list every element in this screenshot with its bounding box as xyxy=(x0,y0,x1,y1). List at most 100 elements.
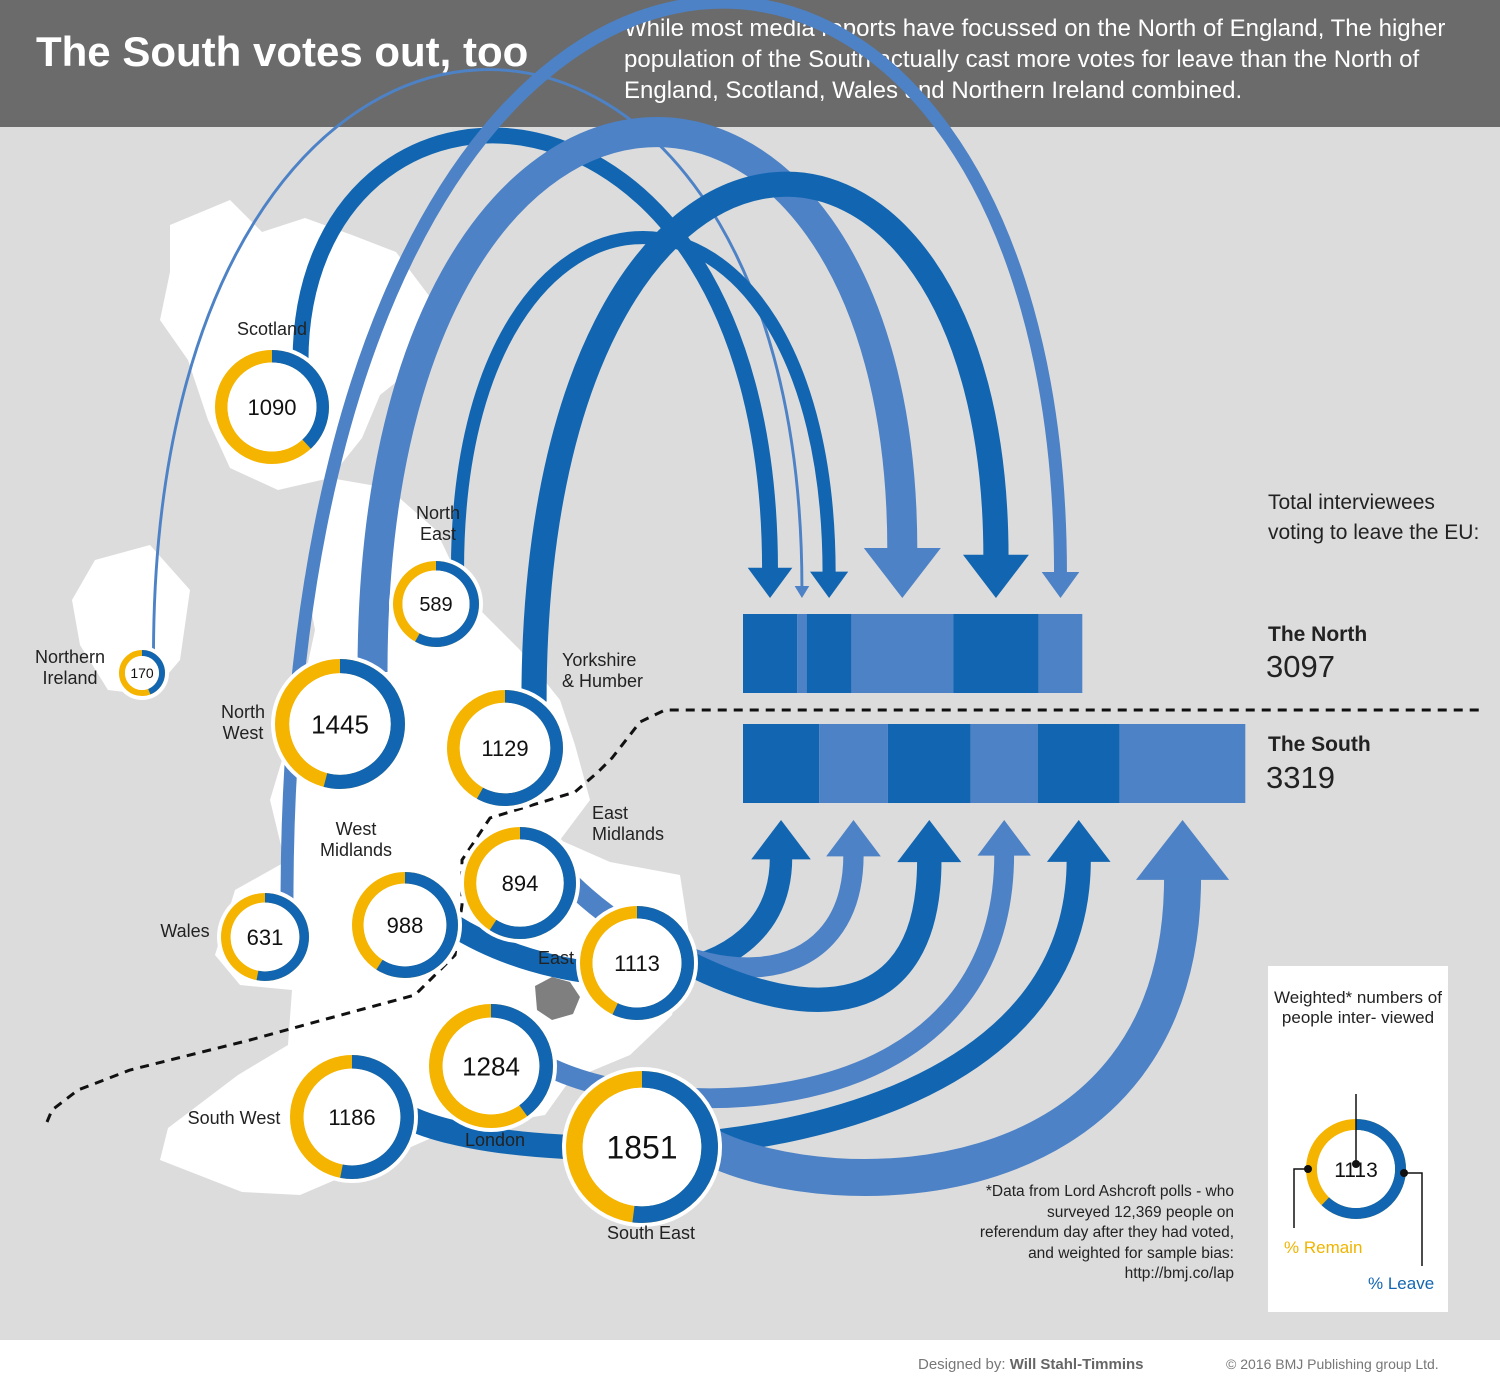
donut-value-london: 1284 xyxy=(462,1051,520,1081)
footnote: *Data from Lord Ashcroft polls - who sur… xyxy=(979,1183,1234,1282)
bar-segment-east xyxy=(887,724,971,803)
donut-south-west-center xyxy=(303,1068,401,1166)
donut-east-midlands-center xyxy=(476,839,564,927)
donut-value-north-east: 589 xyxy=(419,594,452,616)
donut-value-south-west: 1186 xyxy=(328,1105,375,1130)
flow-north-west xyxy=(357,117,918,673)
legend-pointer-leave xyxy=(1404,1172,1423,1266)
bar-segment-north-west xyxy=(851,614,954,693)
donut-value-yorkshire-and-humber: 1129 xyxy=(481,736,528,761)
donut-value-wales: 631 xyxy=(247,925,284,950)
stacked-bars xyxy=(743,614,1246,803)
donut-yorkshire-and-humber-center xyxy=(459,702,551,794)
donut-northern-ireland-center xyxy=(125,656,159,690)
flow-arrowhead-northern-ireland xyxy=(794,585,810,598)
donut-value-east-midlands: 894 xyxy=(502,871,539,896)
bar-segment-west-midlands xyxy=(743,724,820,803)
region-label-wales: Wales xyxy=(160,921,209,941)
flow-arrowhead-wales xyxy=(1041,571,1080,598)
flow-yorkshire-and-humber xyxy=(521,171,1009,702)
bar-segment-northern-ireland xyxy=(797,614,807,693)
donut-west-midlands-center xyxy=(363,883,447,967)
south-label: The South xyxy=(1268,733,1371,756)
donut-wales-leave-arc xyxy=(221,893,310,982)
designer-credit: Designed by: Will Stahl-Timmins xyxy=(918,1356,1144,1373)
donut-north-west-leave-arc xyxy=(275,659,406,790)
region-label-scotland: Scotland xyxy=(237,319,307,339)
designed-by-label: Designed by: xyxy=(918,1356,1006,1373)
legend-pointer-remain xyxy=(1293,1168,1308,1228)
region-label-east-midlands: East Midlands xyxy=(592,803,664,844)
region-label-north-west: North West xyxy=(221,702,265,743)
bar-segment-yorkshire-and-humber xyxy=(953,614,1039,693)
donut-east-center xyxy=(592,918,682,1008)
legend-remain-label: % Remain xyxy=(1284,1238,1363,1257)
region-label-yorkshire-and-humber: Yorkshire & Humber xyxy=(562,650,643,691)
totals-heading: Total interviewees voting to leave the E… xyxy=(1268,491,1480,544)
flow-arrowhead-yorkshire-and-humber xyxy=(962,554,1029,598)
flow-arrowhead-scotland xyxy=(747,567,793,598)
bar-segment-east-midlands xyxy=(819,724,888,803)
page-title: The South votes out, too xyxy=(36,28,529,75)
legend-dot-2 xyxy=(1400,1169,1408,1177)
donut-east-leave-arc xyxy=(580,905,695,1020)
legend-graphic: 1113 xyxy=(1293,1094,1423,1266)
north-total: 3097 xyxy=(1266,649,1335,684)
flow-south-east xyxy=(702,877,1202,1196)
legend-dot-1 xyxy=(1304,1165,1312,1173)
north-south-divider xyxy=(45,708,1480,1123)
legend-title: Weighted* numbers of people inter- viewe… xyxy=(1274,988,1442,1027)
bar-segment-scotland xyxy=(743,614,798,693)
region-label-south-west: South West xyxy=(188,1108,281,1128)
flow-arrowhead-west-midlands xyxy=(751,820,811,860)
region-label-west-midlands: West Midlands xyxy=(320,819,392,860)
north-label: The North xyxy=(1268,623,1368,646)
legend-box: Weighted* numbers of people inter- viewe… xyxy=(1268,966,1448,1312)
legend-leave-label: % Leave xyxy=(1368,1274,1435,1293)
flow-wales xyxy=(280,0,1067,902)
region-label-south-east: South East xyxy=(607,1223,695,1243)
flow-arrowhead-south-east xyxy=(1135,820,1230,880)
region-donuts: 1090 170 589 1445 1129 631 988 894 1113 1284 1186 1… xyxy=(115,346,722,1227)
header-banner: The South votes out, too While most medi… xyxy=(0,0,1500,127)
flow-arrowhead-south-west xyxy=(1046,820,1111,862)
donut-scotland-center xyxy=(227,362,317,452)
donut-west-midlands-leave-arc xyxy=(352,871,459,978)
donut-south-east-center xyxy=(582,1087,702,1207)
designer-name: Will Stahl-Timmins xyxy=(1009,1356,1144,1373)
donut-north-east-center xyxy=(402,570,470,638)
donut-london-leave-arc xyxy=(429,1003,554,1128)
region-label-east: East xyxy=(538,948,574,968)
bar-segment-wales xyxy=(1038,614,1083,693)
donut-south-east-leave-arc xyxy=(565,1071,718,1224)
region-label-london: London xyxy=(465,1130,525,1150)
donut-value-east: 1113 xyxy=(614,951,660,976)
donut-north-west-center xyxy=(289,673,391,775)
donut-value-south-east: 1851 xyxy=(606,1130,677,1166)
bar-segment-london xyxy=(970,724,1038,803)
legend-donut-center xyxy=(1317,1130,1395,1208)
south-total: 3319 xyxy=(1266,760,1335,795)
copyright: © 2016 BMJ Publishing group Ltd. xyxy=(1226,1356,1439,1372)
donut-london-center xyxy=(442,1017,540,1115)
bar-segment-south-east xyxy=(1119,724,1246,803)
flow-arrowhead-north-west xyxy=(863,547,941,598)
donut-value-scotland: 1090 xyxy=(248,395,297,420)
region-label-north-east: North East xyxy=(416,503,460,544)
flow-south-west xyxy=(402,859,1091,1160)
flow-east xyxy=(682,860,942,1012)
flow-arrowhead-north-east xyxy=(809,571,849,598)
donut-north-east-leave-arc xyxy=(392,560,479,647)
donut-value-northern-ireland: 170 xyxy=(130,665,154,681)
bar-segment-south-west xyxy=(1037,724,1120,803)
donut-scotland-leave-arc xyxy=(214,349,329,464)
donut-wales-center xyxy=(230,902,300,972)
region-label-northern-ireland: Northern Ireland xyxy=(35,647,105,688)
donut-value-north-west: 1445 xyxy=(311,709,369,739)
leave-flows xyxy=(152,0,1230,1196)
donut-value-west-midlands: 988 xyxy=(387,913,424,938)
flow-arrowhead-london xyxy=(977,820,1031,856)
region-labels: Scotland Northern Ireland North East North Wes… xyxy=(35,319,695,1243)
